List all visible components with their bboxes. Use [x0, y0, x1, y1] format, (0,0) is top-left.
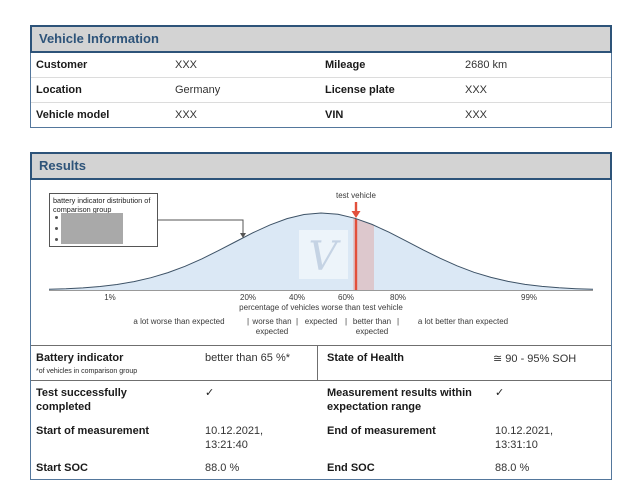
vin-label: VIN	[325, 109, 344, 121]
battery-indicator-footnote: *of vehicles in comparison group	[36, 368, 138, 375]
mileage-value: 2680 km	[465, 59, 508, 71]
distribution-chart: V battery indicator distribution of comp…	[31, 180, 611, 346]
marker-band	[353, 213, 374, 290]
x-tick-99: 99%	[520, 293, 538, 302]
state-of-health-cell: State of Health ≅ 90 - 95% SOH	[318, 346, 611, 380]
battery-indicator-value: better than 65 %*	[205, 352, 291, 364]
table-row: Vehicle model XXX VIN XXX	[31, 102, 611, 127]
table-row: Start of measurement 10.12.2021, 13:21:4…	[31, 419, 611, 457]
distribution-chart-svg	[48, 202, 594, 291]
legend-arrow	[158, 219, 244, 233]
location-value: Germany	[175, 84, 221, 96]
end-soc-value: 88.0 %	[495, 462, 530, 475]
start-of-measurement-value: 10.12.2021, 13:21:40	[205, 424, 264, 451]
vehicle-information-table: Customer XXX Mileage 2680 km Location Ge…	[30, 53, 612, 128]
x-tick-80: 80%	[389, 293, 407, 302]
test-completed-label: Test successfully completed	[36, 387, 127, 414]
zone-a-lot-better: a lot better than expected	[417, 317, 509, 326]
zone-better: better than expected	[352, 317, 392, 336]
watermark-square	[299, 230, 348, 279]
license-plate-label: License plate	[325, 84, 395, 96]
x-axis-label: percentage of vehicles worse than test v…	[239, 303, 403, 312]
battery-indicator-label: Battery indicator	[36, 352, 124, 364]
start-of-measurement-label: Start of measurement	[36, 424, 150, 437]
bullet-dot	[55, 216, 58, 219]
results-card: Results	[30, 152, 612, 480]
zone-expected: expected	[304, 317, 338, 326]
license-plate-value: XXX	[465, 84, 488, 96]
measurement-results-check-icon: ✓	[495, 387, 505, 399]
bullet-dot	[55, 238, 58, 241]
vehicle-information-card: Vehicle Information Customer XXX Mileage…	[30, 25, 612, 128]
legend-redacted-block	[61, 213, 123, 244]
mileage-label: Mileage	[325, 59, 366, 71]
legend-box: battery indicator distribution of compar…	[49, 193, 158, 247]
customer-label: Customer	[36, 59, 88, 71]
vin-value: XXX	[465, 109, 488, 121]
table-row: Location Germany License plate XXX	[31, 77, 611, 102]
table-row: Test successfully completed ✓ Measuremen…	[31, 381, 611, 419]
zone-separator: |	[295, 317, 299, 326]
start-soc-value: 88.0 %	[205, 462, 240, 475]
vehicle-model-value: XXX	[175, 109, 198, 121]
watermark-v: V	[308, 234, 338, 280]
test-vehicle-label: test vehicle	[335, 191, 377, 200]
distribution-curve	[48, 212, 594, 290]
results-body: V battery indicator distribution of comp…	[30, 180, 612, 480]
bullet-dot	[55, 227, 58, 230]
location-label: Location	[36, 84, 82, 96]
vehicle-information-title: Vehicle Information	[30, 25, 612, 53]
battery-indicator-cell: Battery indicator *of vehicles in compar…	[31, 346, 318, 380]
customer-value: XXX	[175, 59, 198, 71]
state-of-health-label: State of Health	[327, 352, 405, 364]
legend-arrowhead-icon	[240, 233, 246, 238]
x-tick-60: 60%	[337, 293, 355, 302]
table-row: Customer XXX Mileage 2680 km	[31, 53, 611, 77]
end-soc-label: End SOC	[327, 462, 375, 475]
results-title: Results	[30, 152, 612, 180]
x-tick-40: 40%	[288, 293, 306, 302]
test-completed-check-icon: ✓	[205, 387, 215, 399]
x-tick-20: 20%	[239, 293, 257, 302]
start-soc-label: Start SOC	[36, 462, 88, 475]
table-row: Start SOC 88.0 % End SOC 88.0 %	[31, 456, 611, 479]
legend-title: battery indicator distribution of compar…	[53, 196, 151, 215]
x-tick-1: 1%	[104, 293, 116, 302]
zone-separator: |	[344, 317, 348, 326]
measurement-results-label: Measurement results within expectation r…	[327, 387, 472, 414]
zone-separator: |	[396, 317, 400, 326]
zone-a-lot-worse: a lot worse than expected	[133, 317, 225, 326]
end-of-measurement-label: End of measurement	[327, 424, 436, 437]
battery-indicator-row: Battery indicator *of vehicles in compar…	[31, 346, 611, 381]
vehicle-model-label: Vehicle model	[36, 109, 110, 121]
zone-worse: worse than expected	[252, 317, 292, 336]
state-of-health-value: ≅ 90 - 95% SOH	[493, 353, 577, 365]
end-of-measurement-value: 10.12.2021, 13:31:10	[495, 424, 554, 451]
zone-separator: |	[246, 317, 250, 326]
test-vehicle-arrowhead-icon	[351, 211, 361, 218]
